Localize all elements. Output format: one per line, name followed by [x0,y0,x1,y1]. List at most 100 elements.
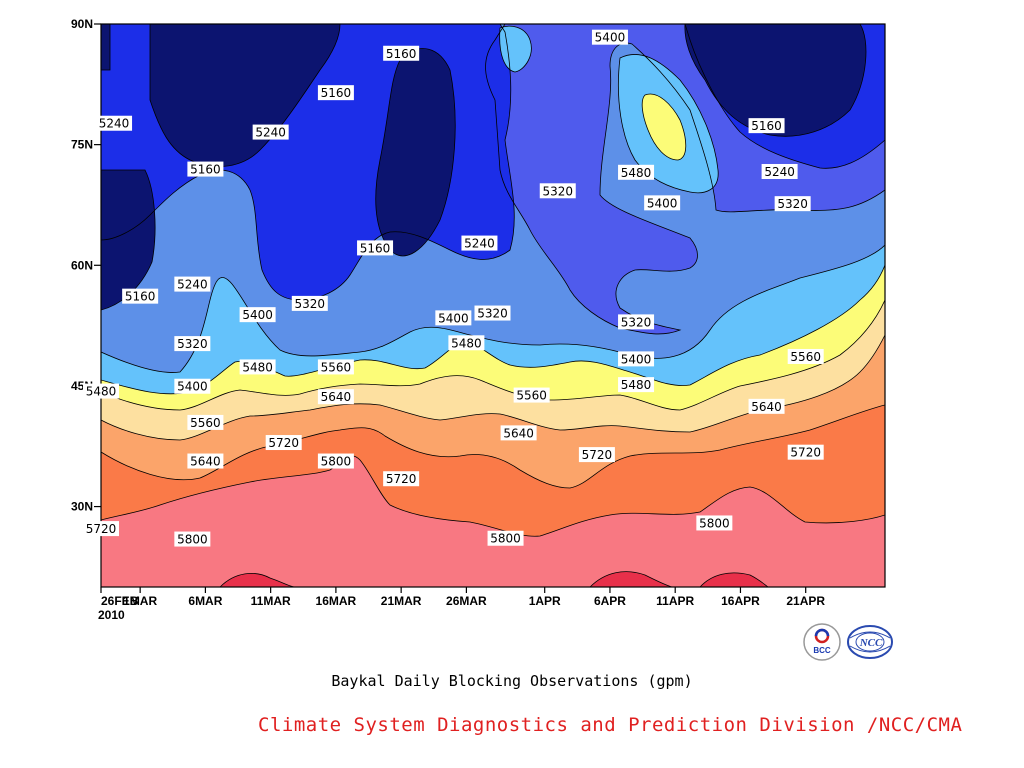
contour-label: 5160 [122,288,159,304]
contour-label-bg [239,307,276,323]
contour-label-bg [578,447,615,463]
contour-label: 5560 [513,387,550,403]
contour-label: 5560 [187,414,224,430]
contour-label-text: 5560 [190,416,221,430]
contour-label: 5480 [618,164,655,180]
contour-label: 5560 [787,348,824,364]
contour-label-bg [513,387,550,403]
contour-label-bg [435,310,472,326]
contour-label-text: 5160 [125,290,156,304]
contour-lines [101,24,885,587]
contour-label: 5240 [96,115,133,131]
contour-label-bg [252,124,289,140]
contour-label-bg [174,378,211,394]
contour-label-text: 5480 [242,360,273,374]
contour-label: 5400 [435,310,472,326]
ncc-logo-icon: NCC [847,625,893,659]
y-tick-label: 90N [71,17,93,31]
contour-label-text: 5480 [621,378,652,392]
contour-label-text: 5320 [542,184,573,198]
x-tick-label: 6MAR [188,594,222,608]
contour-label: 5400 [618,351,655,367]
contour-label-text: 5720 [790,446,821,460]
contour-label: 5400 [644,195,681,211]
contour-label: 5320 [291,295,328,311]
contour-label: 5480 [83,383,119,399]
contour-label: 5320 [539,183,576,199]
contour-label-text: 5160 [386,47,417,61]
contour-label-bg [239,359,276,375]
contour-label-bg [383,45,420,61]
contour-label-text: 5240 [255,126,286,140]
contour-label-text: 5160 [360,241,391,255]
contour-label-text: 5800 [177,533,208,547]
contour-label-text: 5720 [86,522,117,536]
contour-label-bg [174,531,211,547]
contour-label: 5640 [748,398,785,414]
x-tick-label: 21APR [786,594,825,608]
contour-label: 5720 [383,471,420,487]
contour-label-text: 5720 [268,436,299,450]
contour-label-text: 5720 [582,448,613,462]
contour-line-8 [101,404,885,587]
contour-label: 5800 [317,453,354,469]
contour-label-bg [174,336,211,352]
contour-label-text: 5640 [190,455,221,469]
contour-label-bg [122,288,159,304]
contour-label-bg [539,183,576,199]
logos: BCC NCC [803,623,893,661]
contour-label-bg [291,295,328,311]
contour-label: 5640 [500,425,537,441]
contour-label: 5480 [448,335,485,351]
contour-label-text: 5480 [621,166,652,180]
contour-label: 5240 [461,235,498,251]
contour-label-bg [618,314,655,330]
contour-label: 5400 [174,378,211,394]
contour-label-bg [774,196,811,212]
contour-label-bg [174,276,211,292]
contour-label: 5720 [578,447,615,463]
x-tick-label: 1MAR [123,594,157,608]
contour-label: 5240 [761,163,798,179]
contour-line-9 [101,455,885,587]
contour-label: 5240 [174,276,211,292]
contour-label: 5320 [774,196,811,212]
contour-line-4 [101,25,885,587]
y-tick-label: 75N [71,138,93,152]
x-tick-label: 16APR [721,594,760,608]
contour-label-bg [448,335,485,351]
contour-label: 5400 [591,29,628,45]
contour-label: 5720 [83,521,119,537]
contour-label: 5400 [239,307,276,323]
contour-label-text: 5800 [321,455,352,469]
contour-label-text: 5320 [777,197,808,211]
footer-credit: Climate System Diagnostics and Predictio… [258,714,963,736]
contour-label: 5160 [317,85,354,101]
contour-band-9 [101,455,885,587]
contour-label-text: 5640 [751,400,782,414]
contour-label-bg [317,85,354,101]
bcc-logo-icon: BCC [803,623,841,661]
contour-label: 5480 [618,377,655,393]
contour-band-3 [101,24,866,310]
contour-label-text: 5320 [477,307,508,321]
contour-label-text: 5400 [595,31,626,45]
x-tick-label: 1APR [529,594,561,608]
contour-label-bg [317,359,354,375]
contour-label-bg [500,425,537,441]
contour-label: 5800 [487,530,524,546]
contour-label: 5720 [265,435,302,451]
contour-label: 5160 [357,240,394,256]
contour-label-text: 5480 [86,385,117,399]
contour-label-text: 5480 [451,336,482,350]
contour-line-5 [101,93,885,587]
ncc-logo-text: NCC [859,637,883,649]
contour-label-bg [787,348,824,364]
chart-title: Baykal Daily Blocking Observations (gpm) [331,672,693,690]
contour-label-text: 5240 [764,165,795,179]
contour-label-text: 5400 [647,196,678,210]
x-tick-label: 11MAR [251,594,291,608]
contour-label: 5800 [696,515,733,531]
contour-band-10 [220,571,768,587]
